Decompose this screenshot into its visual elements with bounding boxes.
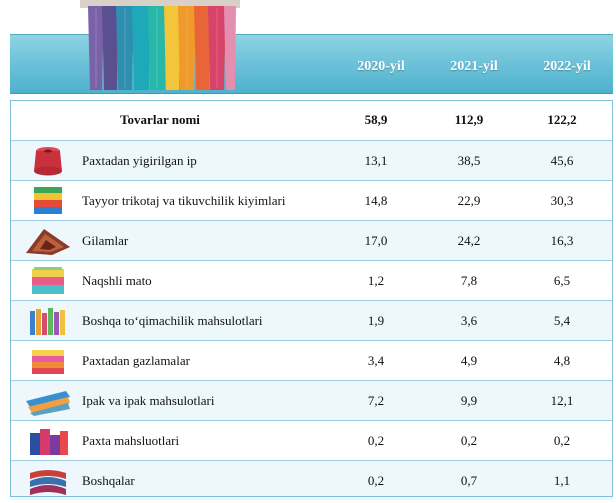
row-divider xyxy=(10,380,613,381)
table-row: Paxtadan gazlamalar 3,4 4,9 4,8 xyxy=(10,341,613,380)
carpet-icon xyxy=(26,229,70,255)
row-divider xyxy=(10,260,613,261)
value-2020: 1,9 xyxy=(367,312,385,328)
value-2020: 3,4 xyxy=(367,352,385,368)
cotton-products-icon xyxy=(30,429,68,455)
value-2021: 9,9 xyxy=(460,392,478,408)
value-2022: 0,2 xyxy=(553,432,571,448)
column-header-goods: Tovarlar nomi xyxy=(120,112,200,127)
value-2022: 6,5 xyxy=(553,272,571,288)
hanging-fabrics-image xyxy=(80,0,240,90)
value-2022: 1,1 xyxy=(553,472,571,488)
table-row: Ipak va ipak mahsulotlari 7,2 9,9 12,1 xyxy=(10,381,613,420)
row-divider xyxy=(10,220,613,221)
total-2021: 112,9 xyxy=(454,111,484,127)
row-name: Gilamlar xyxy=(82,233,129,248)
table-row: Paxtadan yigirilgan ip 13,1 38,5 45,6 xyxy=(10,141,613,180)
table-row: Naqshli mato 1,2 7,8 6,5 xyxy=(10,261,613,300)
value-2022: 30,3 xyxy=(550,192,574,208)
value-2021: 0,7 xyxy=(460,472,478,488)
value-2020: 7,2 xyxy=(367,392,385,408)
value-2020: 14,8 xyxy=(364,192,388,208)
yarn-spool-icon xyxy=(34,147,62,176)
folded-clothes-icon xyxy=(34,187,62,214)
row-divider xyxy=(10,300,613,301)
year-header-2020: 2020-yil xyxy=(357,59,405,74)
value-2021: 38,5 xyxy=(457,152,481,168)
row-divider xyxy=(10,140,613,141)
table-head-row: Tovarlar nomi 58,9 112,9 122,2 xyxy=(10,100,613,139)
row-name: Ipak va ipak mahsulotlari xyxy=(82,393,215,408)
year-header-2021: 2021-yil xyxy=(450,59,498,74)
value-2020: 1,2 xyxy=(367,272,385,288)
table-row: Boshqa to‘qimachilik mahsulotlari 1,9 3,… xyxy=(10,301,613,340)
row-name: Naqshli mato xyxy=(82,273,152,288)
row-name: Paxtadan gazlamalar xyxy=(82,353,190,368)
silk-rolls-icon xyxy=(26,391,70,416)
table-row: Tayyor trikotaj va tikuvchilik kiyimlari… xyxy=(10,181,613,220)
value-2022: 5,4 xyxy=(553,312,571,328)
row-divider xyxy=(10,340,613,341)
row-name: Boshqa to‘qimachilik mahsulotlari xyxy=(82,313,263,328)
row-divider xyxy=(10,460,613,461)
textile-products-icon xyxy=(30,308,65,335)
value-2021: 4,9 xyxy=(460,352,478,368)
row-name: Paxta mahsluotlari xyxy=(82,433,180,448)
value-2021: 0,2 xyxy=(460,432,478,448)
value-2021: 22,9 xyxy=(457,192,481,208)
value-2021: 24,2 xyxy=(457,232,481,248)
value-2021: 3,6 xyxy=(460,312,478,328)
table-row: Gilamlar 17,0 24,2 16,3 xyxy=(10,221,613,260)
row-divider xyxy=(10,420,613,421)
row-divider xyxy=(10,180,613,181)
value-2020: 0,2 xyxy=(367,472,385,488)
row-name: Tayyor trikotaj va tikuvchilik kiyimlari xyxy=(82,193,286,208)
value-2020: 0,2 xyxy=(367,432,385,448)
row-name: Paxtadan yigirilgan ip xyxy=(82,153,197,168)
patterned-fabric-icon xyxy=(32,267,64,294)
fabric-stack-icon xyxy=(32,350,64,374)
value-2022: 12,1 xyxy=(550,392,574,408)
table-row: Paxta mahsluotlari 0,2 0,2 0,2 xyxy=(10,421,613,460)
total-2020: 58,9 xyxy=(364,111,388,127)
year-header-2022: 2022-yil xyxy=(543,59,591,74)
other-textiles-icon xyxy=(30,470,66,495)
value-2022: 4,8 xyxy=(553,352,571,368)
value-2020: 17,0 xyxy=(364,232,388,248)
total-2022: 122,2 xyxy=(547,111,577,127)
table-row: Boshqalar 0,2 0,7 1,1 xyxy=(10,461,613,500)
value-2022: 16,3 xyxy=(550,232,574,248)
value-2022: 45,6 xyxy=(550,152,574,168)
value-2021: 7,8 xyxy=(460,272,478,288)
value-2020: 13,1 xyxy=(364,152,388,168)
row-name: Boshqalar xyxy=(82,473,135,488)
